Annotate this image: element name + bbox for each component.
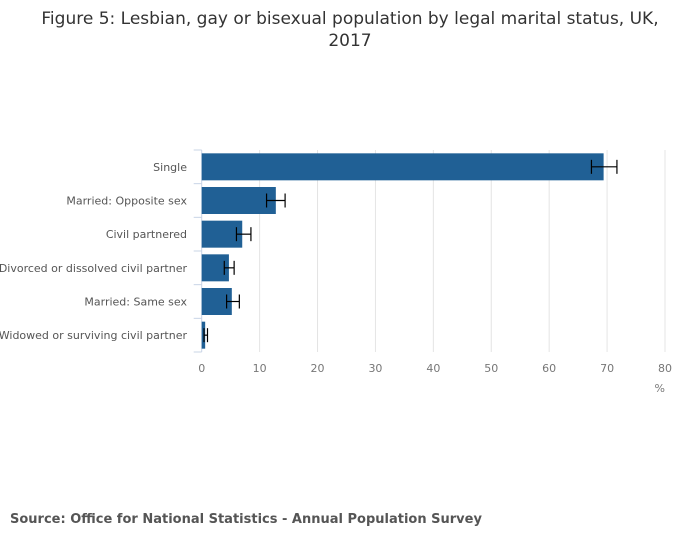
- y-tick-label: Married: Same sex: [84, 296, 187, 309]
- chart-title-line-1: Figure 5: Lesbian, gay or bisexual popul…: [41, 9, 659, 29]
- chart-title-line-2: 2017: [328, 31, 372, 51]
- source-note: Source: Office for National Statistics -…: [10, 512, 482, 527]
- bar: [201, 220, 243, 248]
- x-tick-label: 50: [484, 362, 498, 375]
- y-tick-label: Divorced or dissolved civil partner: [0, 262, 187, 275]
- y-tick-label: Married: Opposite sex: [66, 195, 187, 208]
- x-tick-label: 80: [658, 362, 672, 375]
- y-tick-label: Widowed or surviving civil partner: [0, 329, 187, 342]
- x-tick-label: 10: [253, 362, 267, 375]
- bar: [201, 153, 604, 181]
- x-tick-label: 70: [600, 362, 614, 375]
- x-tick-label: 60: [542, 362, 556, 375]
- chart-title: Figure 5: Lesbian, gay or bisexual popul…: [0, 8, 700, 52]
- x-tick-label: 40: [426, 362, 440, 375]
- x-tick-label: 20: [311, 362, 325, 375]
- x-axis-label: %: [655, 382, 665, 395]
- y-tick-label: Civil partnered: [106, 228, 187, 241]
- y-tick-label: Single: [153, 161, 187, 174]
- bar: [201, 187, 276, 214]
- x-tick-label: 30: [368, 362, 382, 375]
- x-tick-label: 0: [198, 362, 205, 375]
